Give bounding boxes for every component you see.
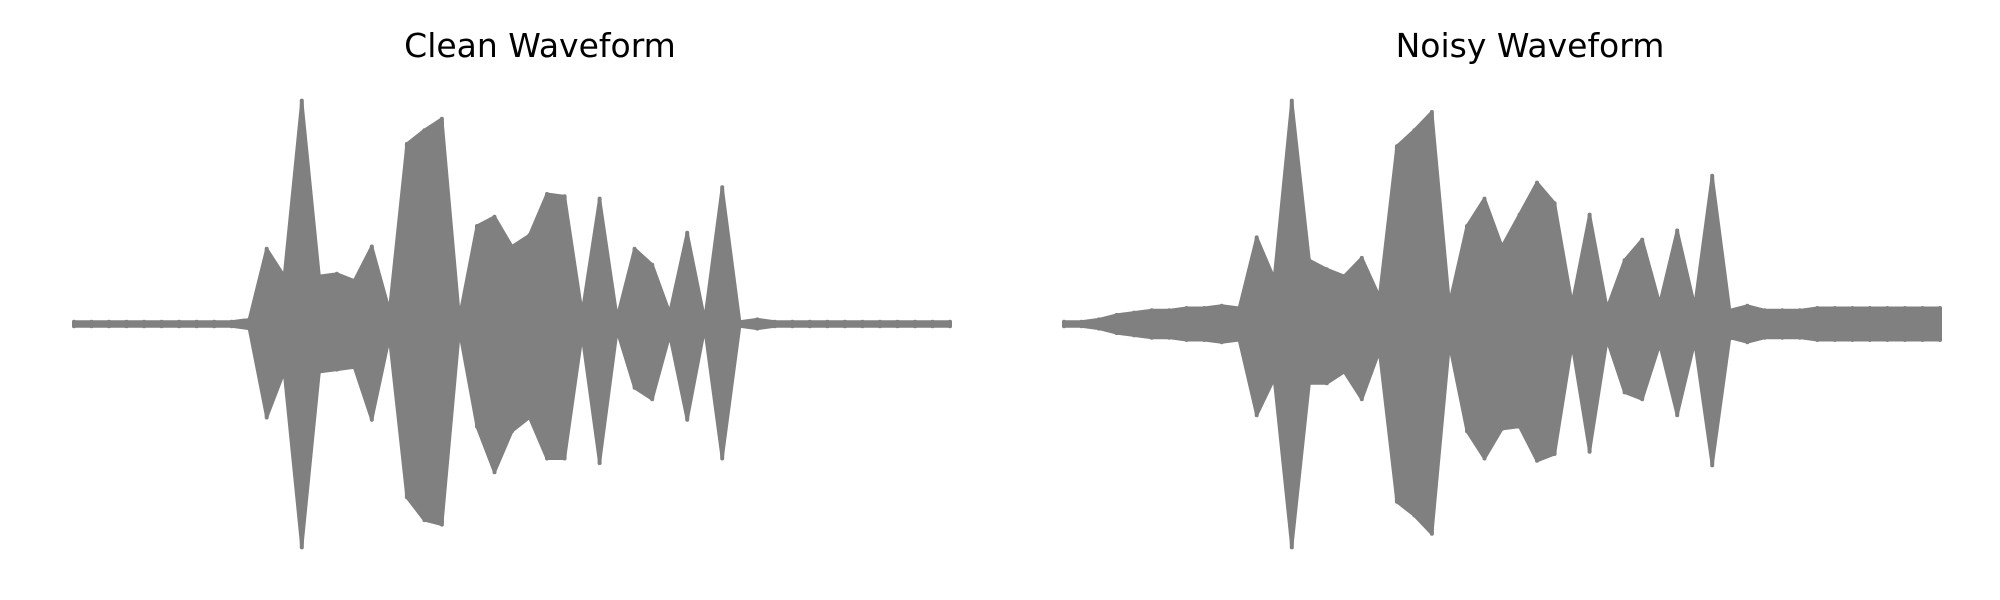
noisy-waveform-panel: Noisy Waveform: [1030, 0, 2000, 600]
clean-waveform-title: Clean Waveform: [404, 26, 676, 65]
noisy-waveform-title: Noisy Waveform: [1395, 26, 1665, 65]
clean-waveform-panel: Clean Waveform: [40, 0, 1040, 600]
clean-waveform-plot: [72, 98, 952, 550]
noisy-waveform-plot: [1062, 98, 1942, 550]
